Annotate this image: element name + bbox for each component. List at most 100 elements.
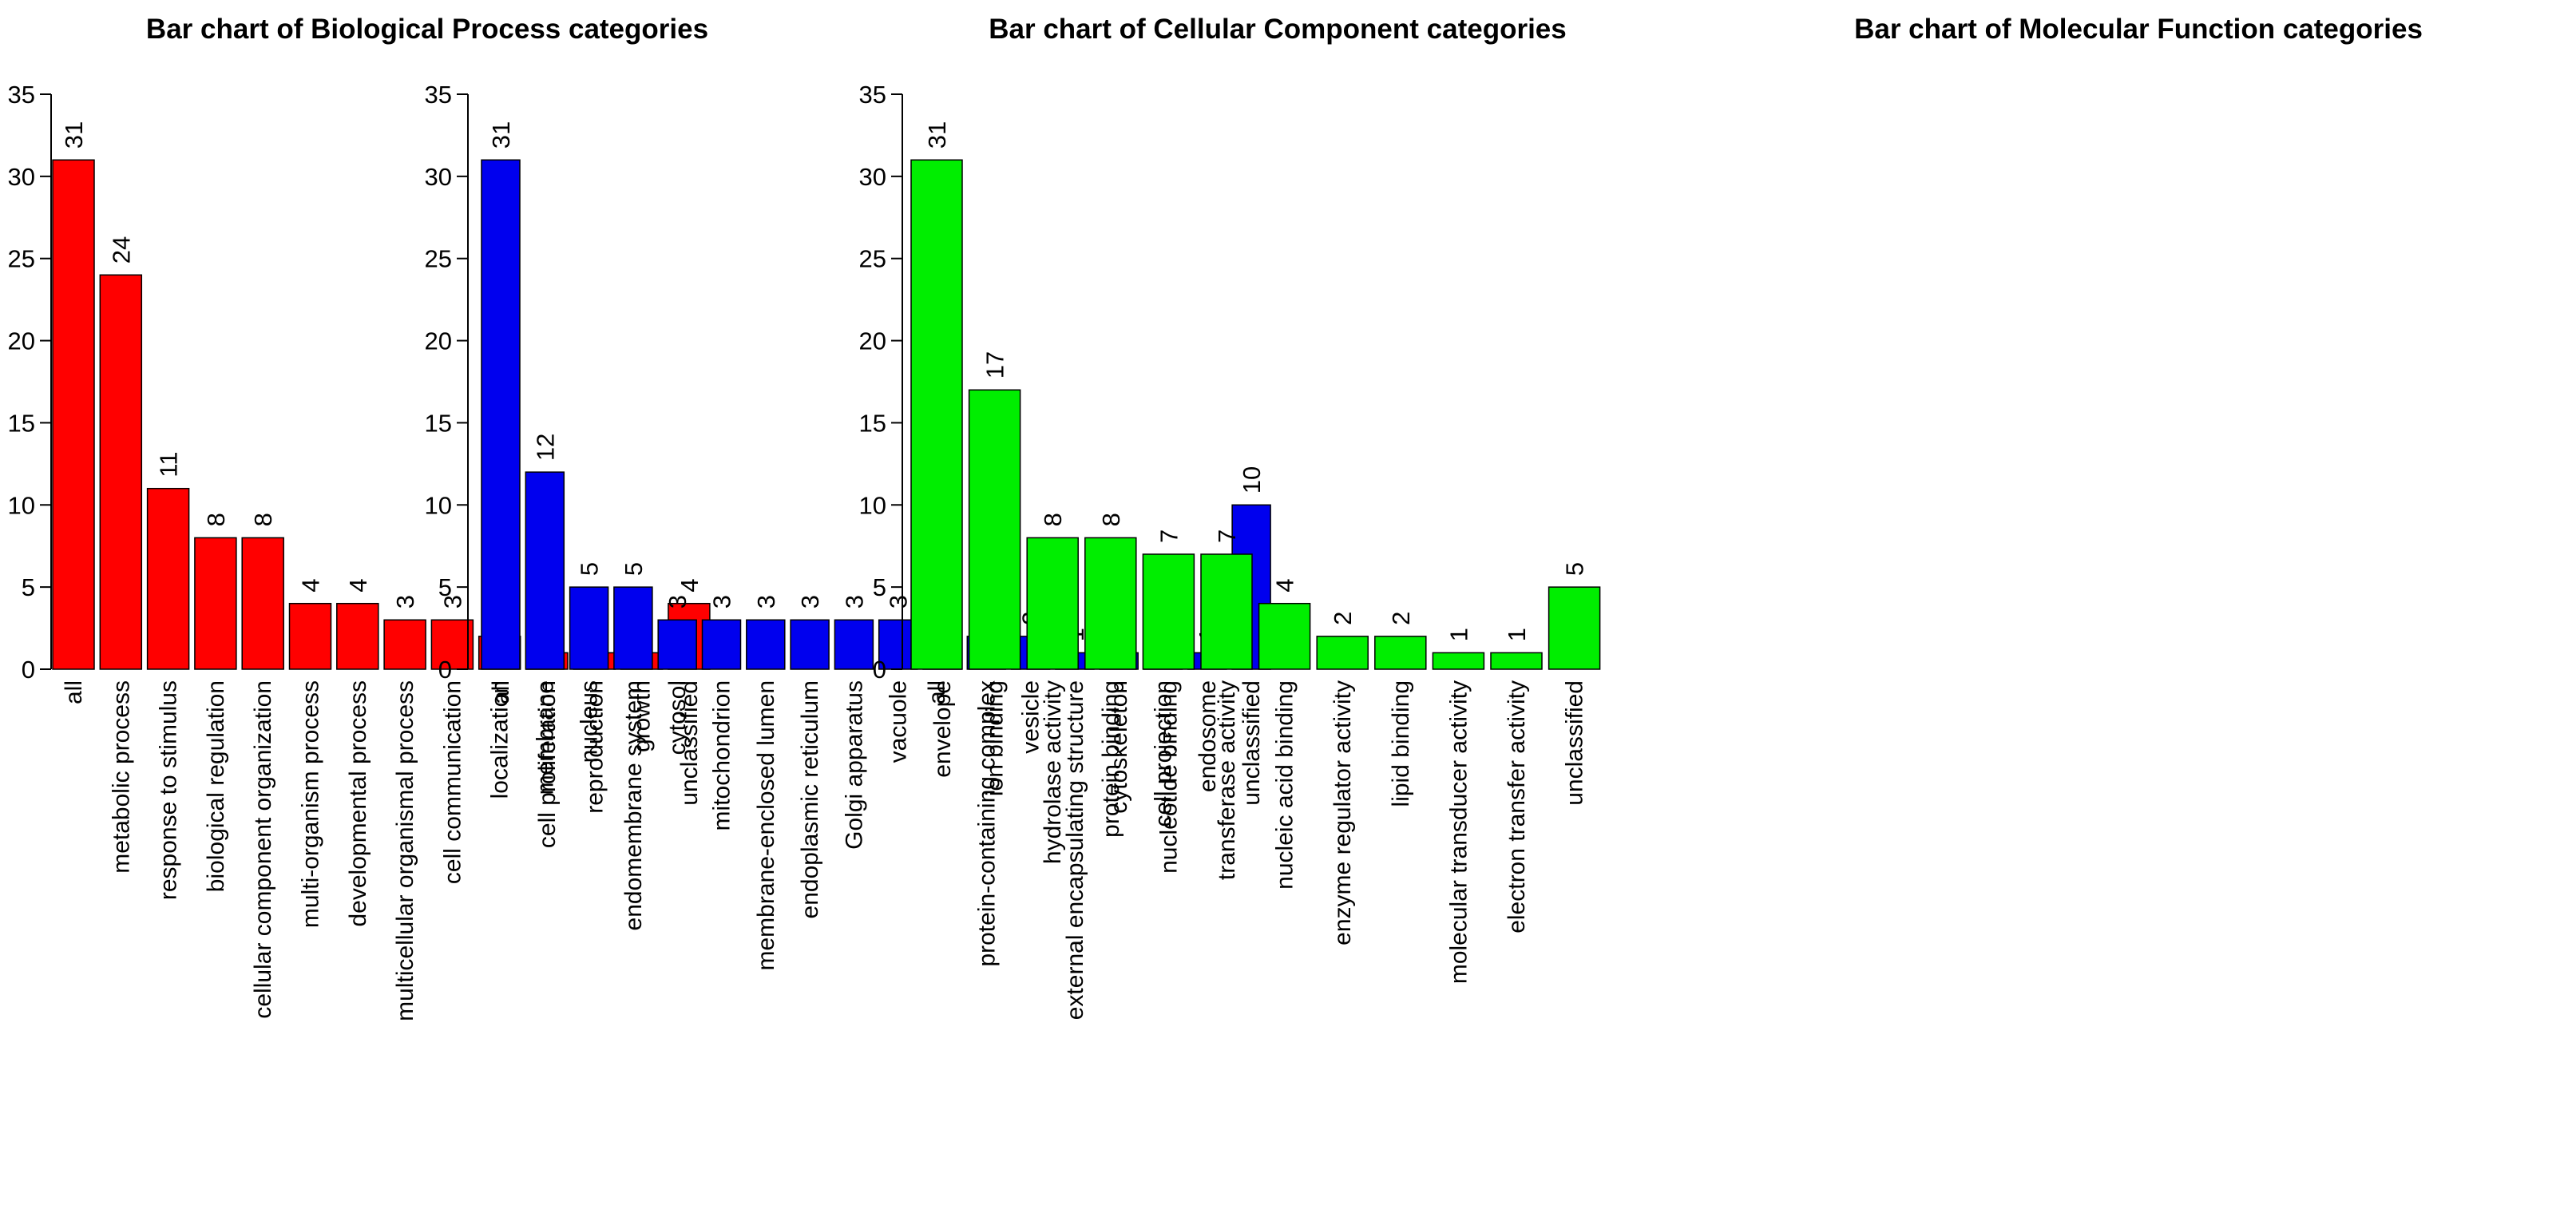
category-label: unclassified (676, 680, 703, 806)
category-label: nucleic acid binding (1272, 680, 1298, 890)
bar-response-to-stimulus (146, 487, 190, 670)
category-label: all (924, 680, 950, 704)
category-label: endomembrane system (620, 680, 647, 930)
bar-metabolic-process (99, 274, 143, 670)
y-tick-label: 35 (859, 81, 886, 109)
data-label: 4 (1271, 578, 1299, 592)
bar-protein-binding (1084, 537, 1137, 670)
category-label: nucleus (577, 680, 603, 763)
bar-membrane (525, 471, 565, 670)
category-label: Golgi apparatus (841, 680, 867, 850)
molecular-function-chart: Bar chart of Molecular Function categori… (859, 14, 2423, 984)
category-label: hydrolase activity (1040, 680, 1066, 864)
data-label: 2 (1387, 612, 1415, 625)
bar-membrane-enclosed-lumen (746, 619, 786, 670)
data-label: 3 (391, 595, 419, 609)
category-label: unclassified (1562, 680, 1588, 806)
y-axis: 0 5 10 15 20 25 30 35 (8, 81, 52, 684)
y-axis: 0 5 10 15 20 25 30 35 (859, 81, 903, 684)
y-tick-label: 20 (859, 327, 886, 355)
category-label: multicellular organismal process (392, 680, 418, 1021)
category-label: growth (629, 680, 656, 752)
data-label: 24 (107, 236, 135, 264)
category-label: vacuole (886, 680, 912, 763)
y-tick-label: 10 (8, 491, 35, 519)
bar-cytosol (657, 619, 697, 670)
data-label: 8 (1097, 513, 1125, 526)
category-label: envelope (929, 680, 956, 778)
y-tick-label: 15 (425, 409, 452, 437)
data-label: 3 (796, 595, 824, 609)
data-label: 3 (708, 595, 736, 609)
y-tick-label: 30 (425, 163, 452, 191)
category-label: cell projection (1151, 680, 1177, 827)
category-label: nucleotide binding (1155, 680, 1182, 874)
category-label: electron transfer activity (1504, 680, 1530, 934)
bar-all (52, 159, 95, 670)
data-label: 3 (664, 595, 692, 609)
data-label: 17 (981, 351, 1009, 379)
data-label: 2 (1329, 612, 1357, 625)
y-tick-label: 35 (425, 81, 452, 109)
category-label: all (61, 680, 87, 704)
category-label: mitochondrion (709, 680, 735, 831)
category-label: protein-containing complex (973, 680, 1000, 967)
data-label: 8 (202, 513, 230, 526)
category-label: enzyme regulator activity (1330, 680, 1356, 945)
category-label: membrane-enclosed lumen (753, 680, 779, 971)
bar-biological-regulation (194, 537, 237, 670)
bars: 31 all 12 membrane 5 nucleus 5 endomembrane sys… (481, 121, 1271, 1020)
biological-process-chart: Bar chart of Biological Process categori… (8, 14, 711, 1021)
bar-mitochondrion (701, 619, 742, 670)
category-label: reproduction (581, 680, 608, 814)
data-label: 3 (840, 595, 868, 609)
y-tick-label: 0 (22, 656, 35, 684)
data-label: 31 (923, 121, 951, 149)
y-tick-label: 25 (859, 245, 886, 273)
data-label: 8 (1039, 513, 1067, 526)
category-label: unclassified (1238, 680, 1265, 806)
y-tick-label: 0 (438, 656, 452, 684)
chart-title: Bar chart of Molecular Function categori… (1854, 14, 2423, 45)
y-tick-label: 5 (873, 573, 886, 601)
bar-electron-transfer-activity (1490, 652, 1543, 670)
y-tick-label: 30 (859, 163, 886, 191)
data-label: 1 (1445, 628, 1472, 641)
y-tick-label: 15 (859, 409, 886, 437)
data-label: 31 (60, 121, 88, 149)
bar-ion-binding (968, 389, 1021, 670)
category-label: molecular transducer activity (1445, 680, 1472, 984)
bar-cell-communication (430, 619, 474, 670)
category-label: membrane (532, 680, 558, 795)
y-axis: 0 5 10 15 20 25 30 35 (425, 81, 469, 684)
category-label: biological regulation (203, 680, 229, 892)
category-label: transferase activity (1214, 680, 1240, 880)
category-label: multi-organism process (298, 680, 324, 928)
bar-transferase-activity (1200, 553, 1253, 670)
category-label: ion binding (982, 680, 1009, 796)
bar-all (481, 159, 521, 670)
bar-developmental-process (336, 602, 379, 670)
category-label: endosome (1195, 680, 1221, 792)
data-label: 1 (1503, 628, 1531, 641)
data-label: 5 (1561, 562, 1589, 576)
bar-golgi-apparatus (834, 619, 874, 670)
y-tick-label: 5 (22, 573, 35, 601)
data-label: 3 (438, 595, 466, 609)
category-label: cell proliferation (534, 680, 561, 848)
category-label: endoplasmic reticulum (797, 680, 823, 918)
data-label: 4 (297, 578, 325, 592)
y-tick-label: 10 (859, 491, 886, 519)
category-label: vesicle (1018, 680, 1044, 754)
y-tick-label: 30 (8, 163, 35, 191)
bar-molecular-transducer-activity (1432, 652, 1485, 670)
category-label: external encapsulating structure (1062, 680, 1088, 1020)
chart-title: Bar chart of Cellular Component categori… (989, 14, 1566, 45)
bars: 31 all 17 ion binding 8 hydrolase activity 8 pr… (910, 121, 1601, 984)
bar-enzyme-regulator-activity (1316, 636, 1369, 670)
category-label: developmental process (345, 680, 371, 927)
bar-unclassified (1548, 586, 1601, 670)
bar-nucleus (569, 586, 609, 670)
y-tick-label: 0 (873, 656, 886, 684)
